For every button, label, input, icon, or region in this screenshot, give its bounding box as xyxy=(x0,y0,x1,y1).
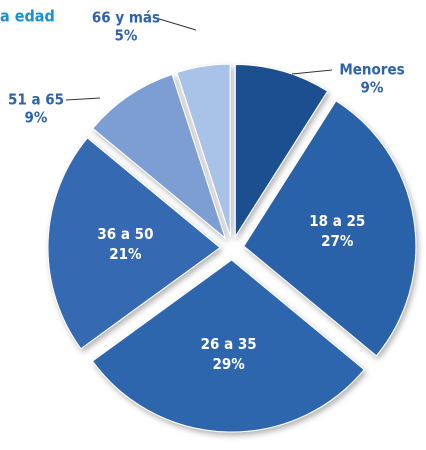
slice-value-label: 9% xyxy=(361,79,384,97)
slice-label: 36 a 50 xyxy=(97,225,153,243)
pie-slice xyxy=(91,259,365,433)
slice-value-label: 5% xyxy=(115,27,138,45)
pie-slice xyxy=(92,73,227,240)
pie xyxy=(47,63,417,433)
slice-label: 26 a 35 xyxy=(201,335,257,353)
chart-title: a edad xyxy=(0,7,55,26)
slice-label: 51 a 65 xyxy=(8,91,64,109)
pie-slice xyxy=(176,63,231,237)
leader-line xyxy=(155,17,197,31)
pie-slice xyxy=(47,137,221,350)
slice-label: 18 a 25 xyxy=(309,212,365,230)
pie-slice xyxy=(234,63,329,239)
slice-value-label: 29% xyxy=(212,355,245,373)
leader-line xyxy=(291,69,333,75)
slice-value-label: 9% xyxy=(25,109,48,127)
slice-label: Menores xyxy=(339,61,404,79)
pie-slice xyxy=(243,100,417,357)
slice-value-label: 27% xyxy=(321,232,354,250)
leader-line xyxy=(65,97,101,101)
slice-label: 66 y más xyxy=(92,9,160,27)
slice-value-label: 21% xyxy=(109,245,142,263)
